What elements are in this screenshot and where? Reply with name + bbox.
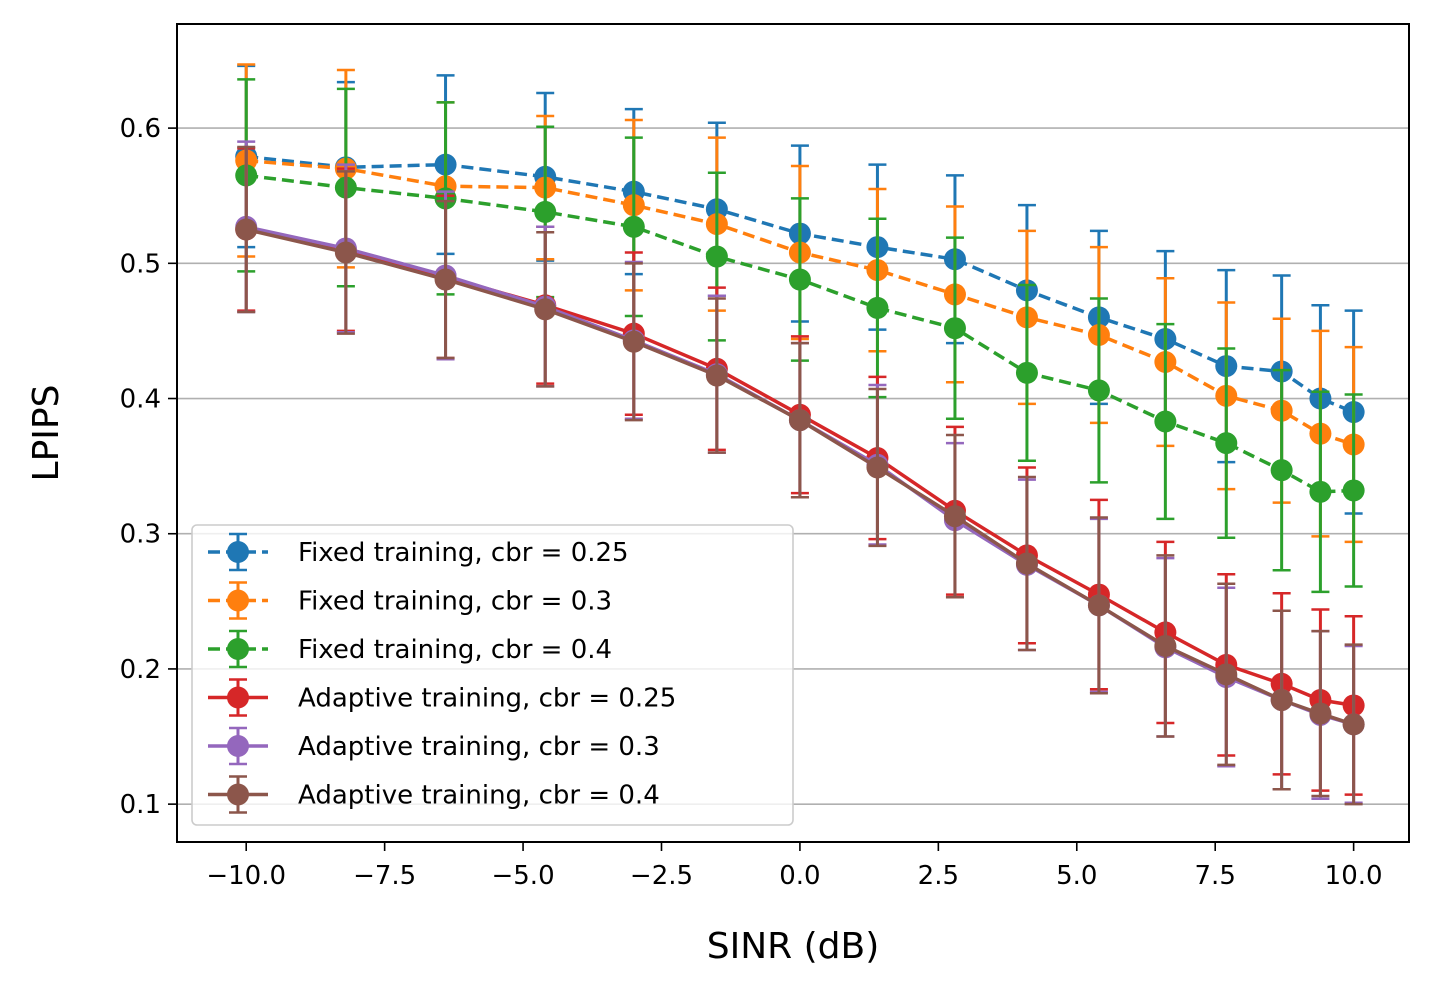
data-point <box>1015 552 1038 575</box>
data-point <box>534 200 557 223</box>
data-point <box>1309 702 1332 725</box>
y-tick-label: 0.1 <box>120 790 161 820</box>
legend-box <box>191 524 794 826</box>
data-point <box>1087 594 1110 617</box>
x-tick-label: −10.0 <box>206 861 286 891</box>
legend-label: Adaptive training, cbr = 0.3 <box>298 732 660 762</box>
x-tick-label: −7.5 <box>353 861 416 891</box>
data-point <box>1015 361 1038 384</box>
x-tick-label: 0.0 <box>779 861 820 891</box>
series-layer <box>235 63 1365 806</box>
legend-label: Fixed training, cbr = 0.4 <box>298 635 612 665</box>
data-point <box>334 241 357 264</box>
x-tick-label: −2.5 <box>630 861 693 891</box>
x-tick-label: 5.0 <box>1056 861 1097 891</box>
y-axis-title: LPIPS <box>26 385 67 482</box>
x-tick-label: −5.0 <box>491 861 554 891</box>
data-point <box>705 245 728 268</box>
plot-frame <box>176 23 1410 843</box>
series-line <box>246 158 1355 447</box>
y-tick-label: 0.3 <box>120 520 161 550</box>
y-tick-label: 0.4 <box>120 385 161 415</box>
x-tick-label: 7.5 <box>1195 861 1236 891</box>
legend-marker <box>227 589 249 612</box>
data-point <box>622 215 645 238</box>
plot-area <box>235 63 1365 806</box>
x-axis-title: SINR (dB) <box>707 926 880 967</box>
series-line <box>245 173 1354 494</box>
legend-item: Fixed training, cbr = 0.25 <box>208 532 629 572</box>
legend-item: Adaptive training, cbr = 0.3 <box>208 726 660 766</box>
data-point <box>1342 479 1365 502</box>
legend: Fixed training, cbr = 0.25 Fixed training… <box>191 524 794 826</box>
series-line <box>245 227 1355 727</box>
data-point <box>622 330 645 353</box>
data-point <box>943 505 966 528</box>
legend-label: Fixed training, cbr = 0.25 <box>298 538 629 568</box>
series-6 <box>235 145 1365 806</box>
data-point <box>1342 713 1365 736</box>
data-point <box>866 456 889 479</box>
data-point <box>534 298 557 321</box>
data-point <box>1270 459 1293 482</box>
y-tick-label: 0.6 <box>120 114 161 144</box>
legend-item: Fixed training, cbr = 0.4 <box>208 629 612 669</box>
data-point <box>434 268 457 291</box>
data-point <box>788 409 811 432</box>
x-tick-label: 10.0 <box>1325 861 1383 891</box>
legend-marker <box>227 783 249 806</box>
series-3 <box>235 78 1365 594</box>
legend-item: Adaptive training, cbr = 0.4 <box>208 775 660 814</box>
data-point <box>1215 663 1238 686</box>
x-tick-label: 2.5 <box>918 861 959 891</box>
legend-marker <box>227 638 249 660</box>
legend-label: Adaptive training, cbr = 0.25 <box>298 684 676 714</box>
data-point <box>235 218 258 241</box>
legend-item: Fixed training, cbr = 0.3 <box>208 581 612 620</box>
data-point <box>866 296 889 319</box>
data-point <box>1270 689 1293 712</box>
ticks: 0.1 0.2 0.3 0.4 0.5 0.6 −10.0 −7.5 −5.0 −2.5 0.0 2.… <box>120 114 1383 891</box>
legend-label: Fixed training, cbr = 0.3 <box>298 587 612 617</box>
legend-label: Adaptive training, cbr = 0.4 <box>298 781 660 811</box>
data-point <box>1154 410 1177 433</box>
y-tick-label: 0.2 <box>120 655 161 685</box>
data-point <box>1215 432 1238 455</box>
legend-item: Adaptive training, cbr = 0.25 <box>208 678 676 717</box>
data-point <box>1154 634 1177 657</box>
legend-marker <box>227 541 249 563</box>
legend-marker <box>227 686 249 709</box>
legend-marker <box>227 735 249 757</box>
data-point <box>705 364 728 387</box>
data-point <box>1309 480 1332 503</box>
data-point <box>788 268 811 291</box>
data-point <box>943 317 966 340</box>
y-tick-label: 0.5 <box>120 249 161 279</box>
data-point <box>1087 379 1110 402</box>
